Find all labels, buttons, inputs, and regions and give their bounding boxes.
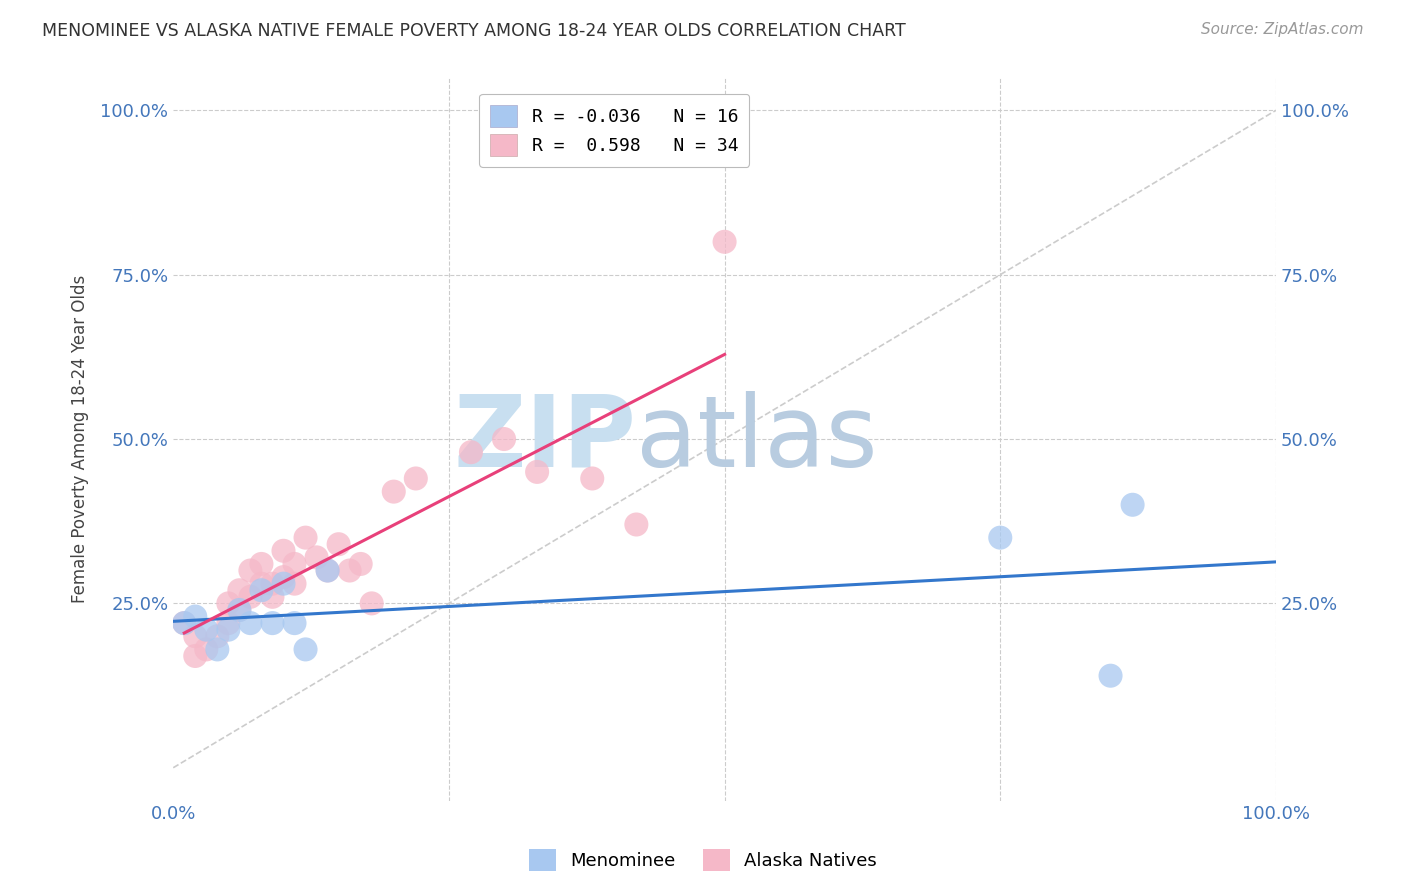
Point	[250, 557, 273, 571]
Point	[184, 648, 207, 663]
Point	[283, 576, 305, 591]
Point	[460, 445, 482, 459]
Point	[173, 616, 195, 631]
Point	[228, 583, 250, 598]
Point	[228, 603, 250, 617]
Point	[195, 642, 218, 657]
Point	[294, 642, 316, 657]
Point	[250, 576, 273, 591]
Point	[316, 564, 339, 578]
Point	[250, 583, 273, 598]
Point	[262, 616, 284, 631]
Text: MENOMINEE VS ALASKA NATIVE FEMALE POVERTY AMONG 18-24 YEAR OLDS CORRELATION CHAR: MENOMINEE VS ALASKA NATIVE FEMALE POVERT…	[42, 22, 905, 40]
Point	[207, 629, 229, 643]
Point	[294, 531, 316, 545]
Point	[382, 484, 405, 499]
Point	[1099, 669, 1122, 683]
Point	[526, 465, 548, 479]
Point	[239, 616, 262, 631]
Legend: Menominee, Alaska Natives: Menominee, Alaska Natives	[522, 842, 884, 879]
Point	[305, 550, 328, 565]
Point	[283, 616, 305, 631]
Text: ZIP: ZIP	[454, 391, 637, 488]
Point	[273, 570, 295, 584]
Point	[184, 609, 207, 624]
Point	[207, 642, 229, 657]
Point	[217, 616, 239, 631]
Point	[360, 596, 382, 610]
Legend: R = -0.036   N = 16, R =  0.598   N = 34: R = -0.036 N = 16, R = 0.598 N = 34	[479, 94, 749, 167]
Point	[262, 576, 284, 591]
Point	[195, 623, 218, 637]
Point	[184, 629, 207, 643]
Point	[1122, 498, 1144, 512]
Point	[713, 235, 735, 249]
Point	[239, 564, 262, 578]
Point	[626, 517, 648, 532]
Point	[228, 603, 250, 617]
Point	[283, 557, 305, 571]
Point	[328, 537, 350, 551]
Point	[339, 564, 361, 578]
Point	[581, 471, 603, 485]
Point	[173, 616, 195, 631]
Point	[217, 596, 239, 610]
Point	[262, 590, 284, 604]
Point	[273, 543, 295, 558]
Point	[239, 590, 262, 604]
Point	[273, 576, 295, 591]
Point	[405, 471, 427, 485]
Point	[492, 432, 515, 446]
Text: atlas: atlas	[637, 391, 877, 488]
Point	[988, 531, 1011, 545]
Y-axis label: Female Poverty Among 18-24 Year Olds: Female Poverty Among 18-24 Year Olds	[72, 275, 89, 603]
Point	[217, 623, 239, 637]
Point	[350, 557, 373, 571]
Point	[316, 564, 339, 578]
Text: Source: ZipAtlas.com: Source: ZipAtlas.com	[1201, 22, 1364, 37]
